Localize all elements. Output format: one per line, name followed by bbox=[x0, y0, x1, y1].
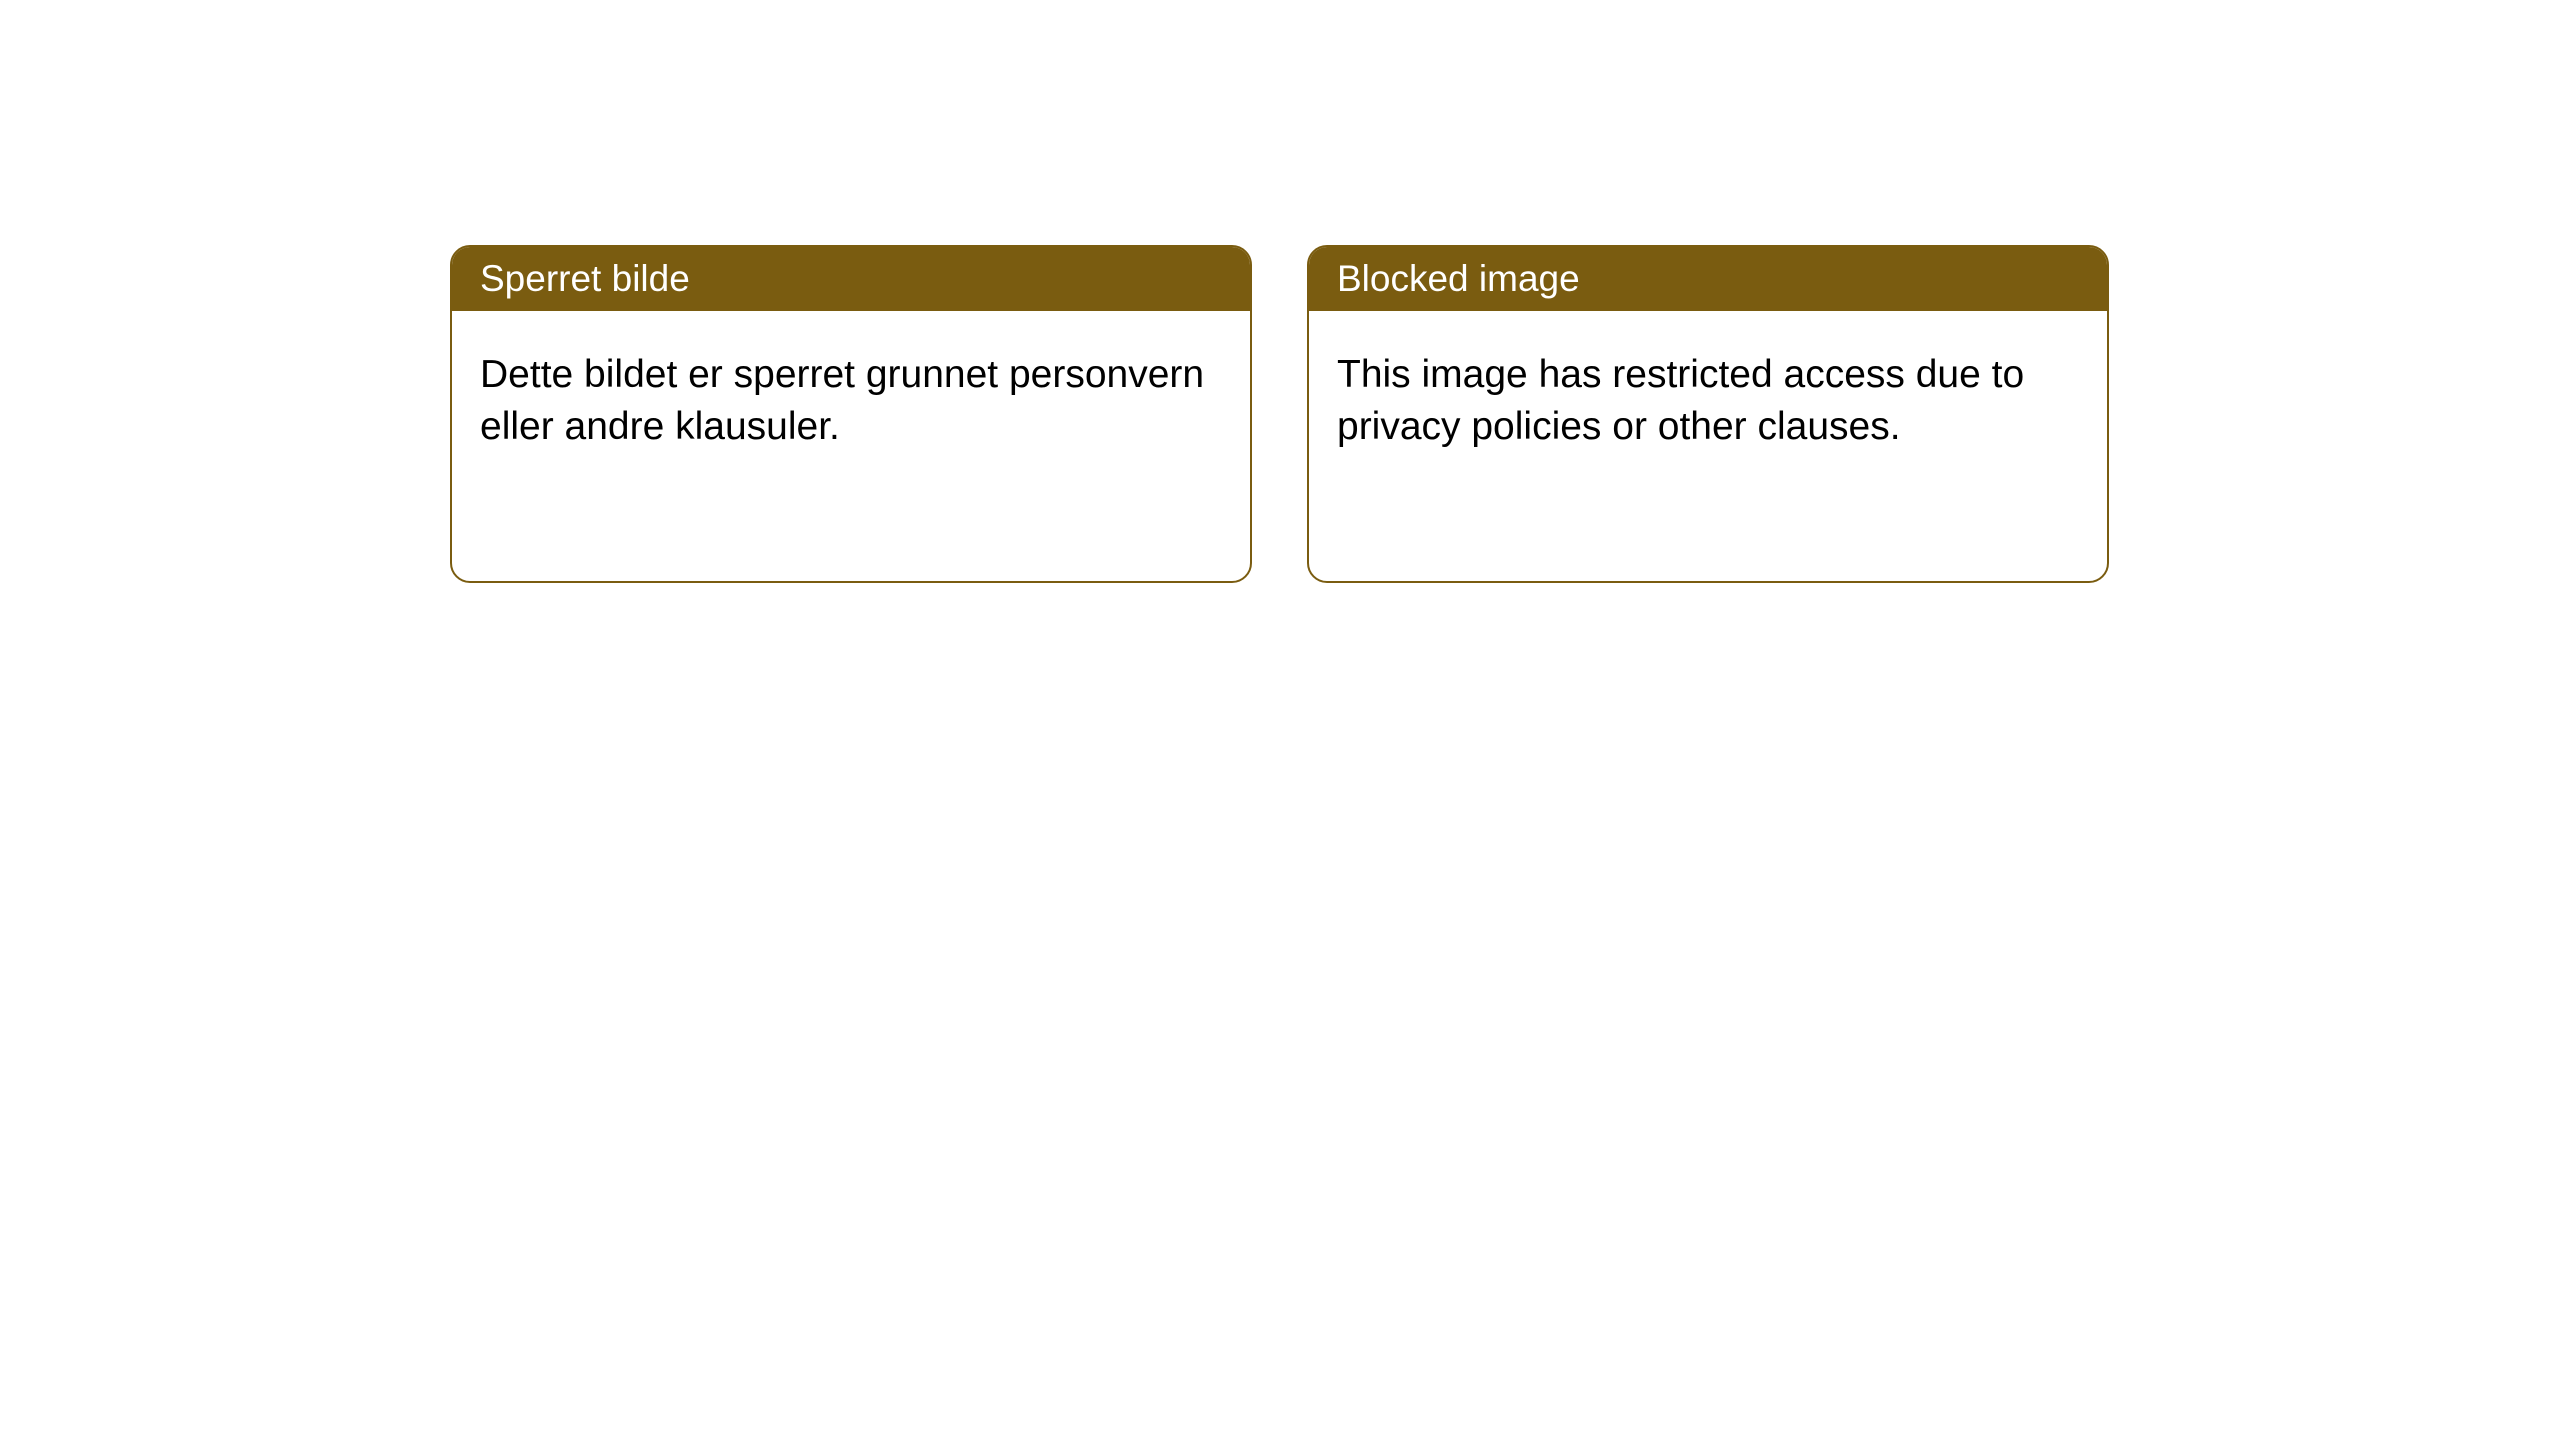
notice-cards-container: Sperret bilde Dette bildet er sperret gr… bbox=[0, 0, 2560, 583]
card-body-norwegian: Dette bildet er sperret grunnet personve… bbox=[452, 311, 1250, 581]
notice-card-norwegian: Sperret bilde Dette bildet er sperret gr… bbox=[450, 245, 1252, 583]
card-message-english: This image has restricted access due to … bbox=[1337, 349, 2079, 454]
card-header-english: Blocked image bbox=[1309, 247, 2107, 311]
card-header-norwegian: Sperret bilde bbox=[452, 247, 1250, 311]
card-message-norwegian: Dette bildet er sperret grunnet personve… bbox=[480, 349, 1222, 454]
card-title-english: Blocked image bbox=[1337, 258, 1580, 299]
card-body-english: This image has restricted access due to … bbox=[1309, 311, 2107, 581]
notice-card-english: Blocked image This image has restricted … bbox=[1307, 245, 2109, 583]
card-title-norwegian: Sperret bilde bbox=[480, 258, 690, 299]
